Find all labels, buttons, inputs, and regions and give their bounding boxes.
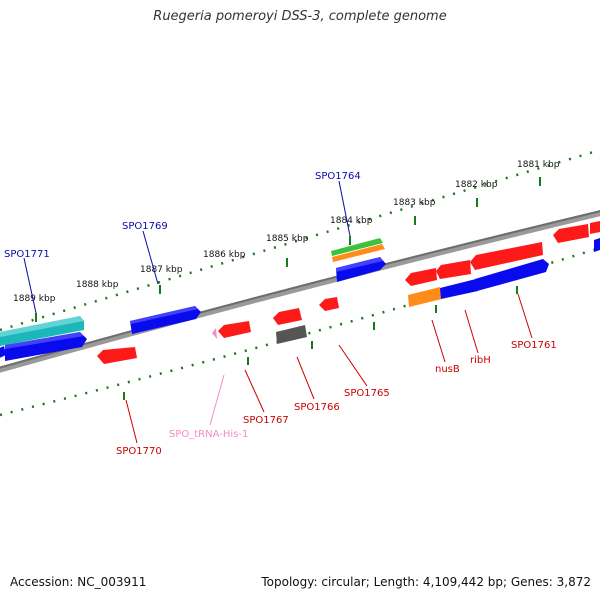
gene-labels: SPO1764 SPO1769 SPO1771 nusB ribH SPO176… [4, 171, 557, 457]
gene-red-2[interactable] [436, 260, 471, 279]
gene-blue-edge[interactable] [594, 238, 600, 252]
map-title: Ruegeria pomeroyi DSS-3, complete genome [153, 9, 447, 24]
label-leaders [23, 180, 533, 444]
gene-edge-blue[interactable] [0, 346, 6, 360]
gene-spo1761[interactable] [475, 259, 549, 291]
scale-label-1883: 1883 kbp [393, 198, 436, 208]
label-spo1766[interactable]: SPO1766 [294, 402, 340, 413]
gene-orange-top[interactable] [332, 244, 385, 262]
scale-labels: 1881 kbp 1882 kbp 1883 kbp 1884 kbp 1885… [13, 160, 560, 304]
scale-label-1889: 1889 kbp [13, 294, 56, 304]
scale-label-1888: 1888 kbp [76, 280, 119, 290]
upper-major-ticks [35, 177, 541, 322]
inner-strand-genes [97, 259, 549, 364]
label-spo1769[interactable]: SPO1769 [122, 221, 168, 232]
gene-red-4[interactable] [553, 224, 589, 243]
accession-text: Accession: NC_003911 [10, 575, 147, 589]
label-ribh[interactable]: ribH [470, 355, 491, 366]
scale-label-1882: 1882 kbp [455, 180, 498, 190]
label-spo1771[interactable]: SPO1771 [4, 249, 50, 260]
scale-label-1881: 1881 kbp [517, 160, 560, 170]
label-nusb[interactable]: nusB [435, 364, 460, 375]
gene-spo1764-green[interactable] [331, 238, 383, 256]
gene-red-3[interactable] [470, 242, 543, 270]
scale-label-1887: 1887 kbp [140, 265, 183, 275]
gene-nusb[interactable] [408, 287, 442, 307]
gene-gray[interactable] [276, 325, 307, 344]
gene-spo1769[interactable] [130, 306, 201, 334]
gene-red-edge[interactable] [590, 221, 600, 234]
gene-spo1767[interactable] [218, 321, 251, 338]
label-spo1767[interactable]: SPO1767 [243, 415, 289, 426]
gene-red-1[interactable] [405, 268, 437, 286]
gene-spo1765[interactable] [319, 297, 339, 311]
label-spo1765[interactable]: SPO1765 [344, 388, 390, 399]
label-spo1761[interactable]: SPO1761 [511, 340, 557, 351]
scale-label-1884: 1884 kbp [330, 216, 373, 226]
label-trna-his[interactable]: SPO_tRNA-His-1 [169, 429, 248, 440]
gene-blue-mid[interactable] [336, 257, 386, 282]
genome-summary-text: Topology: circular; Length: 4,109,442 bp… [261, 575, 591, 589]
outer-strand-genes [0, 221, 600, 361]
gene-trna-his[interactable] [212, 328, 217, 339]
upper-scale-track [0, 148, 600, 332]
label-spo1764[interactable]: SPO1764 [315, 171, 361, 182]
scale-label-1886: 1886 kbp [203, 250, 246, 260]
gene-ribh[interactable] [440, 279, 478, 299]
gene-spo1766[interactable] [273, 308, 302, 325]
lower-major-ticks [123, 286, 518, 400]
gene-spo1771[interactable] [5, 332, 87, 361]
gene-spo1770[interactable] [97, 347, 137, 364]
scale-label-1885: 1885 kbp [266, 234, 309, 244]
label-spo1770[interactable]: SPO1770 [116, 446, 162, 457]
